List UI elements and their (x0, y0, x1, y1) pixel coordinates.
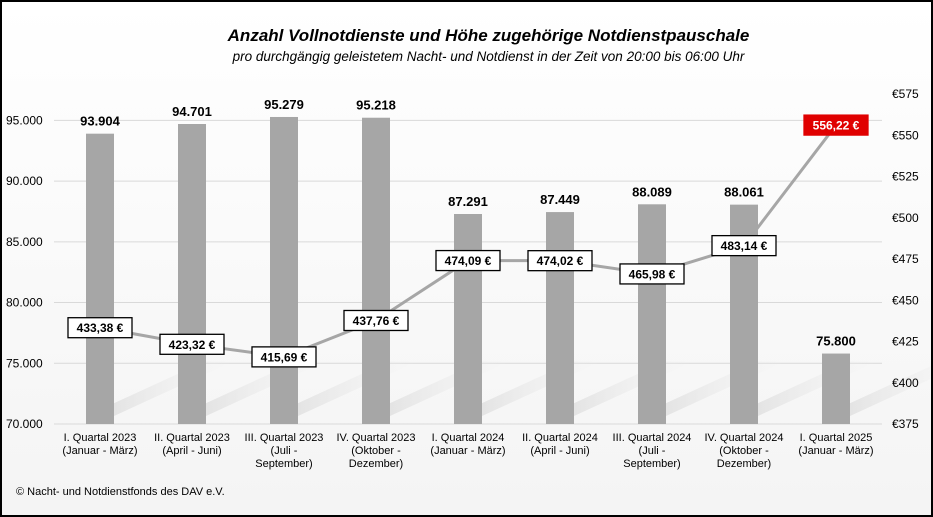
category-label: III. Quartal 2024 (Juli -September) (613, 432, 692, 470)
left-tick-label: 85.000 (6, 235, 43, 249)
bar-value-label: 95.279 (264, 97, 304, 112)
left-tick-label: 90.000 (6, 174, 43, 188)
line-label-box (67, 317, 133, 339)
line-label-box (159, 333, 225, 355)
line-value-label: 474,02 € (537, 254, 584, 268)
line-label-box (619, 263, 685, 285)
category-label: I. Quartal 2024 (Januar - März) (430, 432, 505, 457)
right-tick-label: €425 (892, 335, 919, 349)
bar-value-label: 87.291 (448, 194, 488, 209)
right-tick-label: €475 (892, 252, 919, 266)
bar-value-label: 93.904 (80, 114, 121, 129)
line-label-box (803, 114, 869, 136)
category-label-line: III. Quartal 2023 (245, 432, 324, 444)
left-tick-label: 80.000 (6, 296, 43, 310)
line-value-label: 465,98 € (629, 267, 676, 281)
category-label-line: (Oktober - (719, 445, 769, 457)
line-value-label: 415,69 € (261, 350, 308, 364)
category-label-line: I. Quartal 2025 (800, 432, 873, 444)
category-label-line: (April - Juni) (162, 445, 221, 457)
category-label-line: II. Quartal 2023 (154, 432, 230, 444)
right-tick-label: €500 (892, 211, 919, 225)
category-label: IV. Quartal 2023 (Oktober -Dezember) (336, 432, 415, 470)
right-tick-label: €450 (892, 293, 919, 307)
right-axis: €375 €400 €425 €450 €475 €500 €525 €550 €575 (892, 87, 919, 431)
category-label-line: I. Quartal 2024 (432, 432, 505, 444)
chart-subtitle: pro durchgängig geleistetem Nacht- und N… (232, 49, 745, 64)
bar-value-label: 88.061 (724, 185, 764, 200)
copyright: © Nacht- und Notdienstfonds des DAV e.V. (16, 486, 225, 498)
left-axis: 70.000 75.000 80.000 85.000 90.000 95.000 (6, 113, 43, 431)
category-label-line: September) (255, 458, 312, 470)
bar-value-label: 88.089 (632, 184, 672, 199)
category-label: I. Quartal 2023 (Januar - März) (62, 432, 137, 457)
bar (454, 213, 482, 424)
category-label-line: September) (623, 458, 680, 470)
line-label-box (435, 249, 501, 272)
category-label-line: Dezember) (349, 458, 403, 470)
x-axis: I. Quartal 2023 (Januar - März)II. Quarta… (62, 432, 873, 470)
line-value-label: 437,76 € (353, 314, 400, 328)
category-label-line: III. Quartal 2024 (613, 432, 692, 444)
bar (270, 116, 298, 425)
left-tick-label: 95.000 (6, 113, 43, 127)
left-tick-label: 70.000 (6, 417, 43, 431)
bar-value-label: 95.218 (356, 98, 396, 113)
category-label-line: (Juli - (271, 445, 298, 457)
bar (86, 133, 114, 424)
line-value-label: 556,22 € (813, 119, 860, 133)
category-label-line: IV. Quartal 2024 (704, 432, 783, 444)
right-tick-label: €575 (892, 87, 919, 101)
category-label-line: IV. Quartal 2023 (336, 432, 415, 444)
bar-value-label: 75.800 (816, 334, 856, 349)
category-label: II. Quartal 2023 (April - Juni) (154, 432, 230, 457)
line-labels: 433,38 € 423,32 € 415,69 € 437,76 € 474,09 €… (67, 114, 869, 368)
right-tick-label: €375 (892, 417, 919, 431)
category-label-line: II. Quartal 2024 (522, 432, 598, 444)
category-label-line: (April - Juni) (530, 445, 589, 457)
bars (86, 116, 850, 425)
line-value-label: 433,38 € (77, 321, 124, 335)
category-label-line: (Oktober - (351, 445, 401, 457)
category-label-line: (Juli - (639, 445, 666, 457)
right-tick-label: €525 (892, 170, 919, 184)
line-label-box (251, 346, 317, 368)
right-tick-label: €400 (892, 376, 919, 390)
line-label-box (343, 309, 409, 332)
category-label-line: (Januar - März) (62, 445, 137, 457)
line-value-label: 474,09 € (445, 254, 492, 268)
bar-shadow (822, 366, 931, 416)
bar-value-label: 94.701 (172, 104, 212, 119)
left-tick-label: 75.000 (6, 356, 43, 370)
category-label: I. Quartal 2025 (Januar - März) (798, 432, 873, 457)
bar (546, 212, 574, 424)
line-label-box (527, 250, 593, 272)
bar (362, 117, 390, 424)
category-label-line: (Januar - März) (430, 445, 505, 457)
category-label-line: (Januar - März) (798, 445, 873, 457)
bar (822, 353, 850, 424)
bar-value-label: 87.449 (540, 192, 580, 207)
category-label: III. Quartal 2023 (Juli -September) (245, 432, 324, 470)
chart-title: Anzahl Vollnotdienste und Höhe zugehörig… (227, 26, 750, 45)
bar (638, 204, 666, 424)
line-value-label: 423,32 € (169, 338, 216, 352)
right-tick-label: €550 (892, 128, 919, 142)
category-label: IV. Quartal 2024 (Oktober -Dezember) (704, 432, 783, 470)
category-label-line: Dezember) (717, 458, 771, 470)
category-label: II. Quartal 2024 (April - Juni) (522, 432, 598, 457)
bar-shadows (86, 361, 931, 416)
bar-labels: 93.904 94.701 95.279 95.218 87.291 87.449 88.0… (80, 97, 856, 349)
line-label-box (711, 234, 777, 257)
line-value-label: 483,14 € (721, 239, 768, 253)
bar (178, 123, 206, 425)
category-label-line: I. Quartal 2023 (64, 432, 137, 444)
